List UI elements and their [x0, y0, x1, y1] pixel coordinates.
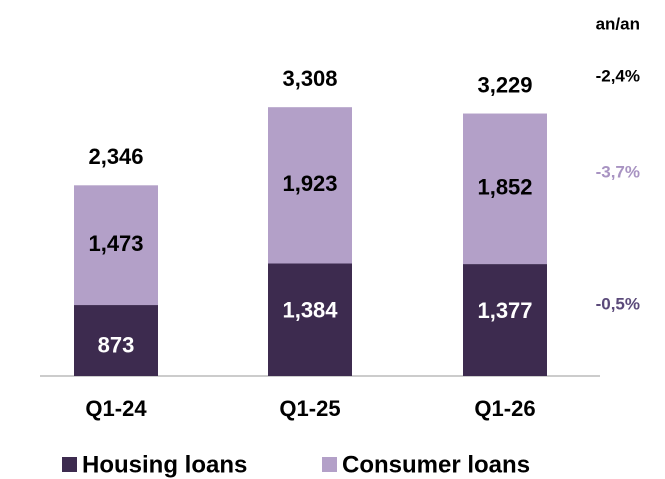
legend-label: Housing loans	[82, 451, 247, 478]
legend-swatch	[62, 457, 77, 472]
value-label: 1,852	[477, 175, 532, 200]
legend-label: Consumer loans	[342, 451, 530, 478]
change-label: -2,4%	[596, 66, 640, 85]
bar-segment	[74, 305, 158, 376]
x-tick-label: Q1-24	[85, 396, 147, 421]
bar-segment	[268, 107, 352, 264]
value-label: 873	[98, 332, 135, 357]
value-label: 1,473	[88, 231, 143, 256]
change-label: -0,5%	[596, 294, 640, 313]
total-label: 2,346	[88, 144, 143, 169]
change-header: an/an	[596, 14, 640, 33]
value-label: 1,923	[282, 171, 337, 196]
total-label: 3,229	[477, 72, 532, 97]
bar-segment	[463, 113, 547, 265]
value-label: 1,377	[477, 298, 532, 323]
bar-segment	[74, 185, 158, 306]
total-label: 3,308	[282, 66, 337, 91]
legend-swatch	[322, 457, 337, 472]
value-label: 1,384	[282, 298, 338, 323]
x-tick-label: Q1-26	[474, 396, 535, 421]
change-label: -3,7%	[596, 162, 640, 181]
x-tick-label: Q1-25	[279, 396, 340, 421]
bar-segment	[268, 263, 352, 376]
bar-segment	[463, 264, 547, 376]
